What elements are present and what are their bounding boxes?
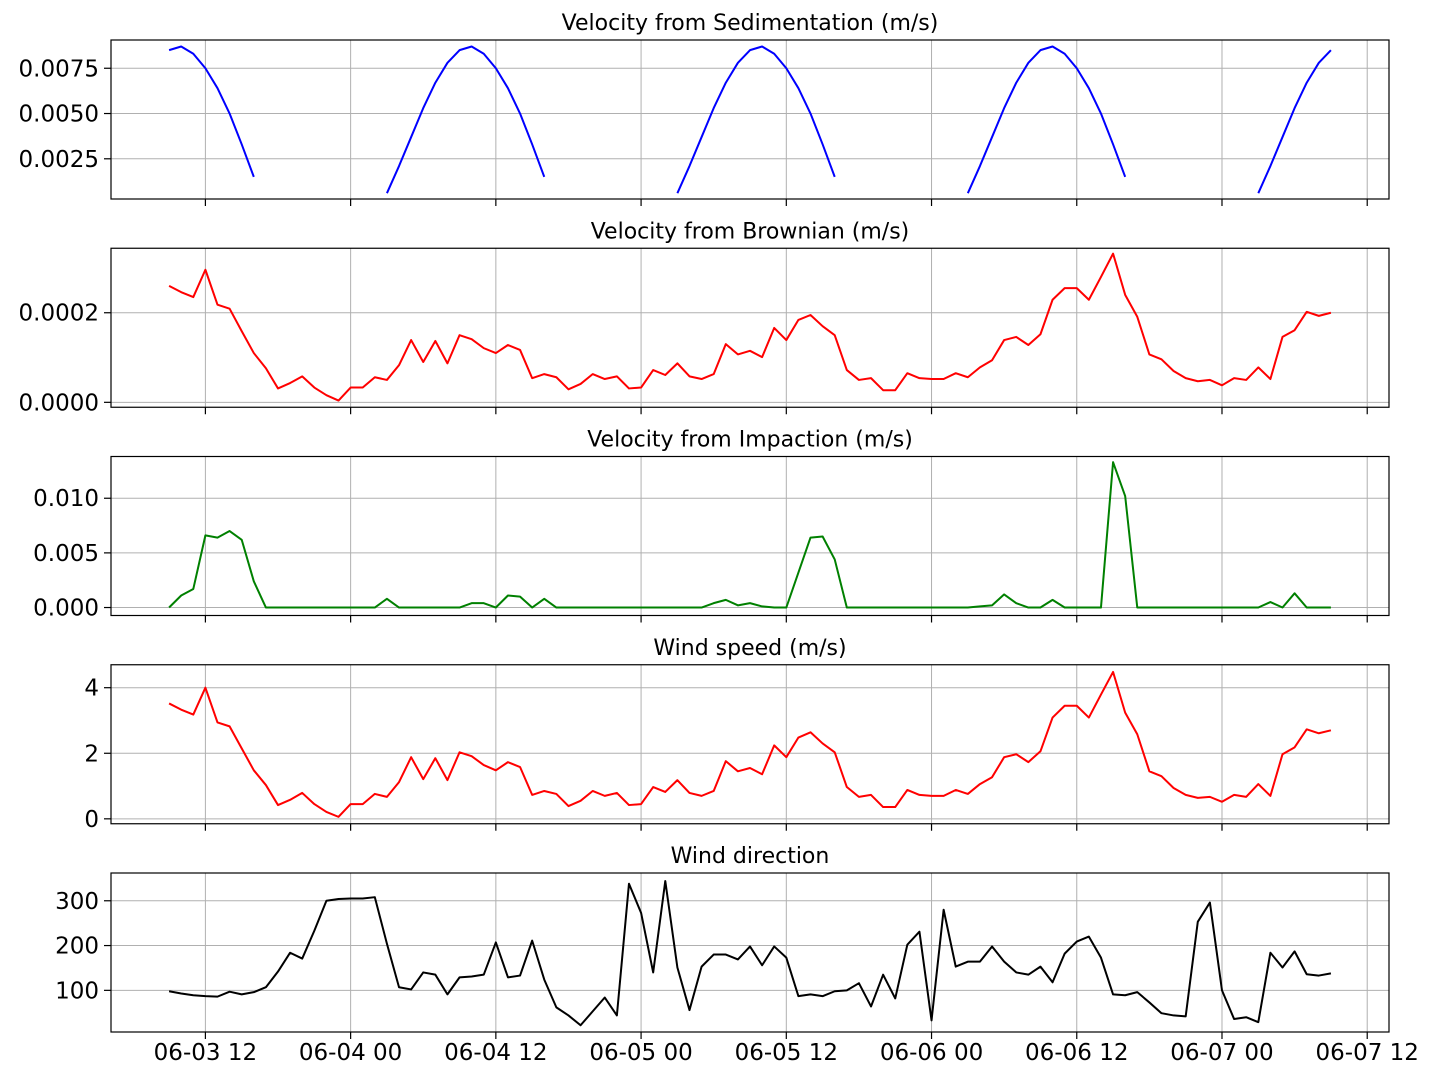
axes-frame (110, 872, 1390, 1033)
axes-frame (110, 247, 1390, 408)
chart-title: Wind direction (671, 844, 830, 869)
data-line (168, 670, 1332, 818)
y-tick-label: 4 (84, 676, 99, 702)
y-tick-label: 0.0002 (19, 301, 99, 327)
y-tick-label: 0.0025 (19, 147, 99, 173)
data-line (168, 880, 1332, 1027)
x-tick-label: 06-03 12 (154, 1040, 257, 1066)
data-line (168, 461, 1331, 609)
y-tick-label: 0.000 (33, 596, 99, 622)
plot-area (104, 455, 1390, 623)
x-tick-label: 06-06 00 (880, 1040, 983, 1066)
chart-title: Wind speed (m/s) (653, 636, 846, 661)
y-tick-label: 0.010 (33, 486, 99, 512)
data-line (168, 252, 1332, 402)
plot-area (104, 39, 1390, 206)
x-tick-label: 06-05 00 (589, 1040, 692, 1066)
y-tick-label: 2 (84, 741, 99, 767)
plot-area (104, 664, 1390, 831)
y-tick-label: 0.005 (33, 541, 99, 567)
y-tick-label: 0.0075 (19, 56, 99, 82)
data-line (168, 45, 1332, 194)
chart-title: Velocity from Impaction (m/s) (587, 428, 913, 453)
x-tick-label: 06-07 12 (1316, 1040, 1419, 1066)
y-tick-label: 0 (84, 807, 99, 833)
plot-area (104, 247, 1390, 415)
axes-frame (110, 39, 1390, 200)
axes-frame (110, 455, 1390, 617)
x-tick-label: 06-05 12 (735, 1040, 838, 1066)
chart-title: Velocity from Brownian (m/s) (591, 219, 910, 244)
x-tick-label: 06-07 00 (1170, 1040, 1273, 1066)
x-tick-label: 06-04 12 (444, 1040, 547, 1066)
x-tick-label: 06-04 00 (299, 1040, 402, 1066)
axes-frame (110, 664, 1390, 825)
y-tick-label: 100 (55, 978, 99, 1004)
plot-area (104, 872, 1390, 1039)
chart-title: Velocity from Sedimentation (m/s) (562, 11, 939, 36)
x-tick-label: 06-06 12 (1025, 1040, 1128, 1066)
y-tick-label: 0.0050 (19, 102, 99, 128)
y-tick-label: 300 (55, 889, 99, 915)
y-tick-label: 0.0000 (19, 390, 99, 416)
y-tick-label: 200 (55, 934, 99, 960)
